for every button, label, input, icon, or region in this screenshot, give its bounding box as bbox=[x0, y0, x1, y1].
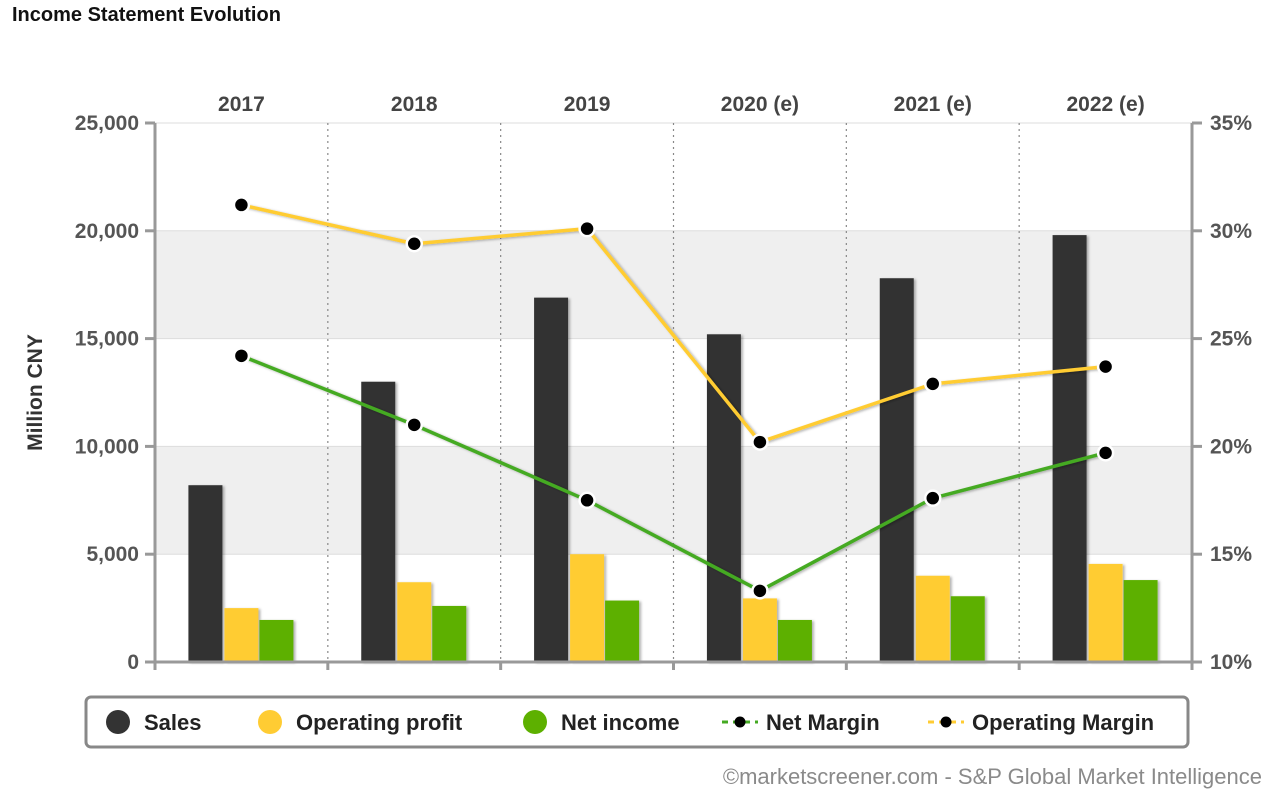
bar-operating-profit-1 bbox=[397, 582, 431, 662]
bar-net-income-1 bbox=[432, 606, 466, 662]
legend-label-net-income: Net income bbox=[561, 710, 680, 735]
bar-net-income-0 bbox=[259, 620, 293, 662]
bar-operating-profit-3 bbox=[743, 598, 777, 662]
bar-sales-4 bbox=[880, 278, 914, 662]
category-label: 2017 bbox=[218, 93, 265, 116]
point-operating-margin-3 bbox=[752, 435, 767, 450]
point-net-margin-2 bbox=[580, 493, 595, 508]
bar-sales-5 bbox=[1053, 235, 1087, 662]
category-label: 2021 (e) bbox=[894, 93, 972, 116]
legend-label-operating-margin: Operating Margin bbox=[972, 710, 1154, 735]
legend-swatch-net-income bbox=[523, 710, 547, 734]
bar-net-income-5 bbox=[1124, 580, 1158, 662]
bar-sales-0 bbox=[188, 485, 222, 662]
y-tick-label-right: 30% bbox=[1210, 220, 1252, 243]
bar-sales-1 bbox=[361, 382, 395, 662]
y-tick-label-left: 0 bbox=[127, 651, 139, 674]
point-operating-margin-0 bbox=[234, 197, 249, 212]
bar-net-income-2 bbox=[605, 601, 639, 662]
point-net-margin-1 bbox=[407, 417, 422, 432]
y-axis-title: Million CNY bbox=[24, 334, 47, 451]
y-tick-label-left: 5,000 bbox=[86, 543, 139, 566]
legend-label-operating-profit: Operating profit bbox=[296, 710, 463, 735]
legend-label-sales: Sales bbox=[144, 710, 202, 735]
credit-text: ©marketscreener.com - S&P Global Market … bbox=[723, 764, 1262, 790]
y-tick-label-right: 20% bbox=[1210, 435, 1252, 458]
y-tick-label-right: 35% bbox=[1210, 112, 1252, 135]
y-tick-label-left: 15,000 bbox=[75, 328, 139, 351]
category-label: 2019 bbox=[564, 93, 611, 116]
category-label: 2022 (e) bbox=[1066, 93, 1144, 116]
legend-dot-net-margin bbox=[735, 717, 746, 728]
y-tick-label-right: 25% bbox=[1210, 328, 1252, 351]
category-label: 2018 bbox=[391, 93, 438, 116]
point-net-margin-3 bbox=[752, 583, 767, 598]
point-net-margin-4 bbox=[925, 491, 940, 506]
y-tick-label-right: 10% bbox=[1210, 651, 1252, 674]
legend-dot-operating-margin bbox=[941, 717, 952, 728]
y-tick-label-left: 20,000 bbox=[75, 220, 139, 243]
bar-operating-profit-2 bbox=[570, 554, 604, 662]
point-operating-margin-1 bbox=[407, 236, 422, 251]
bar-net-income-4 bbox=[951, 596, 985, 662]
point-operating-margin-4 bbox=[925, 376, 940, 391]
plot-background bbox=[155, 123, 1192, 662]
category-label: 2020 (e) bbox=[721, 93, 799, 116]
legend-swatch-operating-profit bbox=[258, 710, 282, 734]
bar-net-income-3 bbox=[778, 620, 812, 662]
point-operating-margin-2 bbox=[580, 221, 595, 236]
point-operating-margin-5 bbox=[1098, 359, 1113, 374]
bar-operating-profit-5 bbox=[1089, 564, 1123, 662]
bar-operating-profit-0 bbox=[224, 608, 258, 662]
bar-operating-profit-4 bbox=[916, 576, 950, 662]
legend: Sales Operating profit Net income Net Margi… bbox=[86, 697, 1188, 747]
legend-swatch-sales bbox=[106, 710, 130, 734]
y-tick-label-left: 10,000 bbox=[75, 435, 139, 458]
y-tick-label-right: 15% bbox=[1210, 543, 1252, 566]
y-tick-label-left: 25,000 bbox=[75, 112, 139, 135]
legend-label-net-margin: Net Margin bbox=[766, 710, 880, 735]
point-net-margin-5 bbox=[1098, 445, 1113, 460]
chart-canvas: 0 5,000 10,000 15,000 20,000 25,000 10% 15% 20% 2… bbox=[0, 0, 1280, 796]
point-net-margin-0 bbox=[234, 348, 249, 363]
